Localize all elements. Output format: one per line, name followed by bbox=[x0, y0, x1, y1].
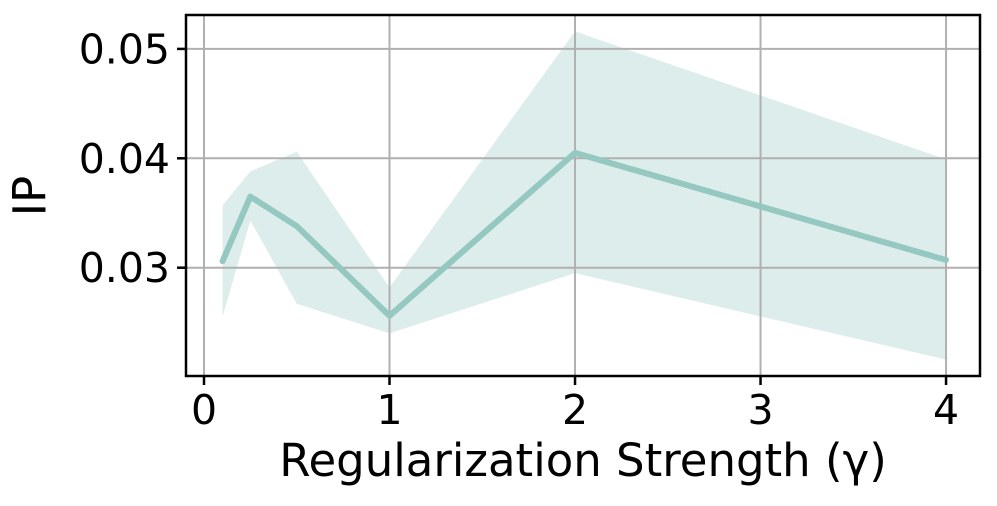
x-tick-label: 1 bbox=[376, 386, 402, 434]
x-axis-label: Regularization Strength (γ) bbox=[279, 434, 887, 487]
axes-spines bbox=[184, 13, 982, 378]
x-tick-label: 0 bbox=[191, 386, 217, 434]
y-tick-label: 0.03 bbox=[79, 244, 170, 292]
confidence-band bbox=[222, 31, 947, 360]
y-tick-label: 0.05 bbox=[79, 25, 170, 73]
y-axis-label: IP bbox=[3, 175, 57, 217]
x-tick-label: 4 bbox=[933, 386, 959, 434]
x-tick-label: 2 bbox=[562, 386, 588, 434]
y-tick-label: 0.04 bbox=[79, 135, 170, 183]
mean-line bbox=[219, 149, 950, 319]
x-tick-label: 3 bbox=[747, 386, 773, 434]
